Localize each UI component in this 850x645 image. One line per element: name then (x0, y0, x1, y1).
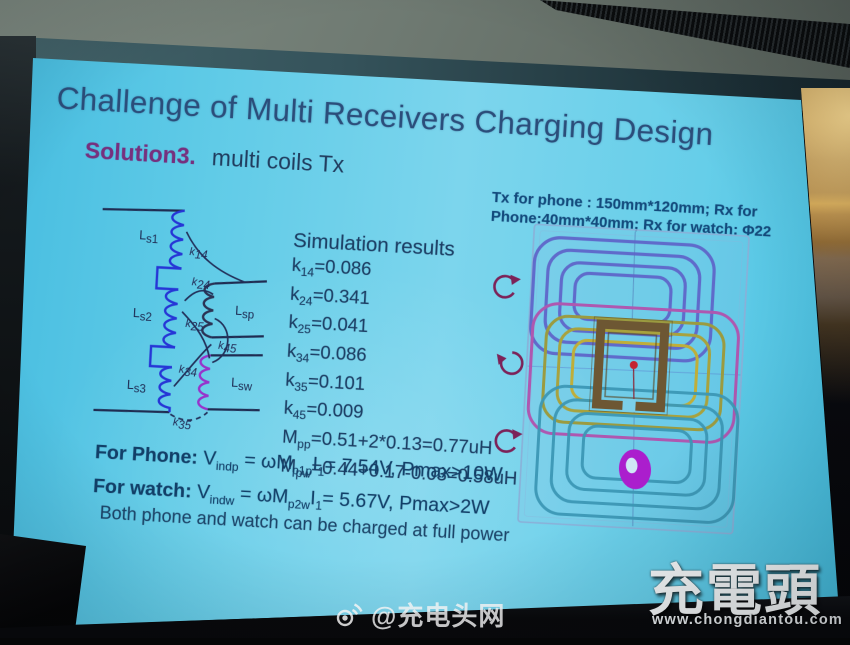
coupling-label-k24: k24 (191, 276, 210, 292)
coil-label-ls2: Ls2 (132, 306, 152, 324)
coupling-label-k25: k25 (185, 318, 205, 334)
chongdiantou-url: www.chongdiantou.com (652, 612, 844, 628)
coupling-label-k34: k34 (178, 364, 197, 380)
solution-label: Solution3. (84, 137, 197, 170)
rx-phone-coil-symbol (201, 282, 215, 339)
coil-layout-diagram (493, 223, 750, 535)
coupling-label-k35: k35 (172, 416, 192, 432)
slide-subtitle: Solution3. multi coils Tx (84, 137, 345, 178)
weibo-watermark: @充电头网 (334, 596, 505, 633)
weibo-handle: @充电头网 (371, 601, 506, 631)
tx-series-coils (148, 209, 185, 413)
watch-rx-coil (618, 449, 652, 490)
coupling-arcs (169, 231, 246, 421)
rotation-arrows (493, 274, 524, 453)
coupling-label-k45: k45 (218, 340, 238, 356)
coil-label-lsw: Lsw (231, 376, 254, 394)
rx-watch-coil-symbol (197, 354, 211, 411)
weibo-icon (336, 603, 363, 627)
foreground-laptop (0, 534, 86, 638)
slide-content: Challenge of Multi Receivers Charging De… (10, 58, 804, 627)
tx-circuit-diagram: Ls1 Ls2 Ls3 Lsp Lsw k14 k24 k25 k45 k34 … (93, 208, 267, 432)
circuit-wires (93, 208, 267, 414)
chongdiantou-logo: 充電頭 (648, 559, 822, 622)
coil-label-ls1: Ls1 (139, 228, 159, 246)
center-marker (629, 361, 638, 370)
coil-label-ls3: Ls3 (126, 378, 146, 396)
rotation-arrow-icon (494, 429, 523, 453)
coil-label-lsp: Lsp (235, 304, 255, 322)
rotation-arrow-icon (496, 351, 524, 375)
center-marker-stem (632, 369, 635, 400)
coupling-label-k14: k14 (189, 246, 208, 262)
phone-rx-coil (588, 316, 673, 416)
solution-topic: multi coils Tx (211, 144, 345, 178)
rotation-arrow-icon (493, 274, 521, 299)
